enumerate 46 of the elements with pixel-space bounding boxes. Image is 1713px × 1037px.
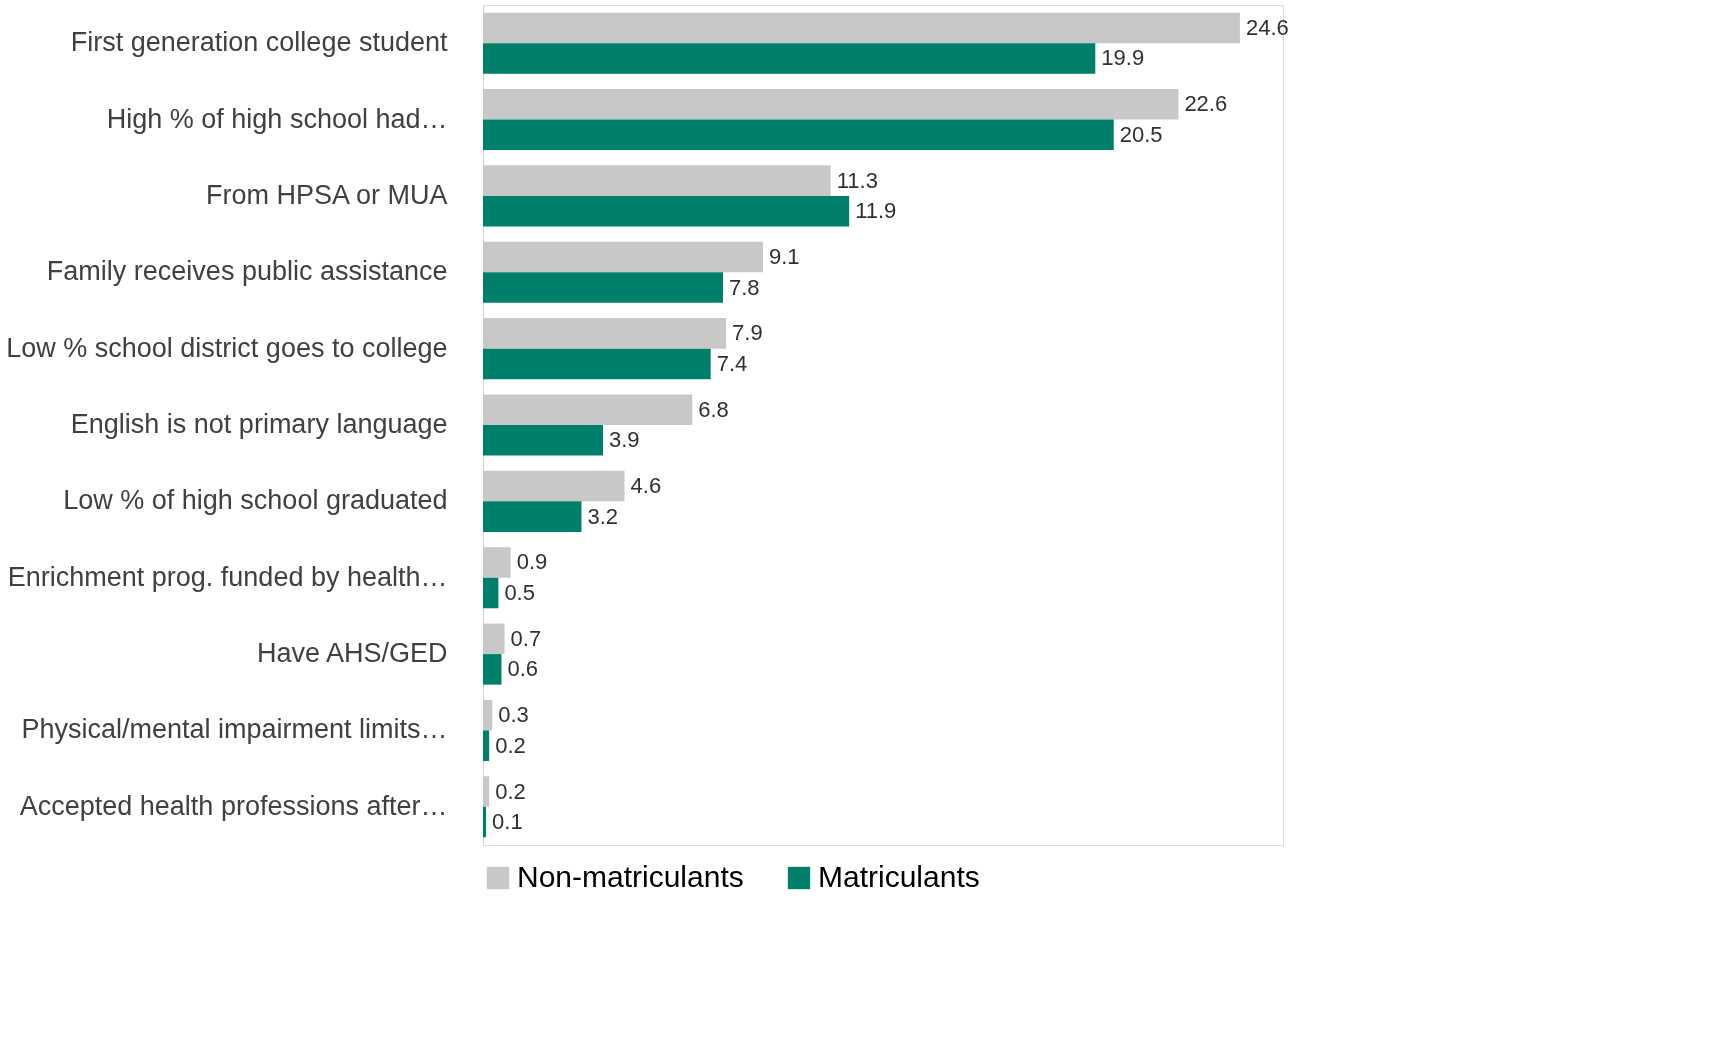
y-tick-label: From HPSA or MUA xyxy=(205,179,448,210)
data-label: 0.9 xyxy=(516,549,548,575)
y-tick-label: High % of high school had… xyxy=(106,103,448,134)
bar xyxy=(483,806,487,838)
bar xyxy=(483,577,499,609)
data-label: 0.2 xyxy=(495,778,526,804)
data-label: 7.8 xyxy=(729,274,760,300)
data-label: 0.6 xyxy=(507,656,539,682)
bar xyxy=(483,730,490,761)
y-tick-label: Family receives public assistance xyxy=(46,256,448,287)
y-tick-label: Low % of high school graduated xyxy=(63,485,448,516)
bar xyxy=(483,425,603,456)
data-label: 11.9 xyxy=(855,198,897,224)
y-tick-label: Low % school district goes to college xyxy=(6,332,448,363)
data-label: 22.6 xyxy=(1184,91,1228,117)
data-label: 0.5 xyxy=(504,580,535,605)
bar xyxy=(483,43,1096,74)
data-label: 3.2 xyxy=(587,503,619,529)
data-label: 7.4 xyxy=(716,350,748,376)
y-tick-label: English is not primary language xyxy=(70,409,448,439)
bar xyxy=(483,272,723,303)
data-label: 4.6 xyxy=(630,473,662,499)
y-tick-label: Physical/mental impairment limits… xyxy=(21,714,448,745)
y-tick-label: First generation college student xyxy=(70,27,448,58)
bar xyxy=(483,195,850,227)
data-label: 0.1 xyxy=(492,809,523,835)
data-label: 20.5 xyxy=(1119,121,1163,147)
bar xyxy=(483,119,1114,151)
bar xyxy=(483,348,711,380)
y-tick-label: Have AHS/GED xyxy=(256,638,448,669)
data-label: 9.1 xyxy=(769,244,800,269)
data-label: 19.9 xyxy=(1101,45,1145,71)
data-label: 24.6 xyxy=(1245,14,1289,40)
data-label: 0.3 xyxy=(498,702,529,728)
data-label: 11.3 xyxy=(836,167,878,193)
data-label: 0.2 xyxy=(495,732,526,758)
data-label: 6.8 xyxy=(698,396,729,422)
data-label: 0.7 xyxy=(510,625,542,651)
bar xyxy=(483,501,582,532)
bar xyxy=(483,654,502,685)
legend-label: Non-matriculants xyxy=(517,860,744,893)
legend-label: Matriculants xyxy=(818,860,980,893)
data-label: 7.9 xyxy=(732,320,763,346)
y-tick-label: Enrichment prog. funded by health… xyxy=(7,561,448,592)
data-label: 3.9 xyxy=(609,427,640,453)
y-tick-label: Accepted health professions after… xyxy=(19,790,448,821)
